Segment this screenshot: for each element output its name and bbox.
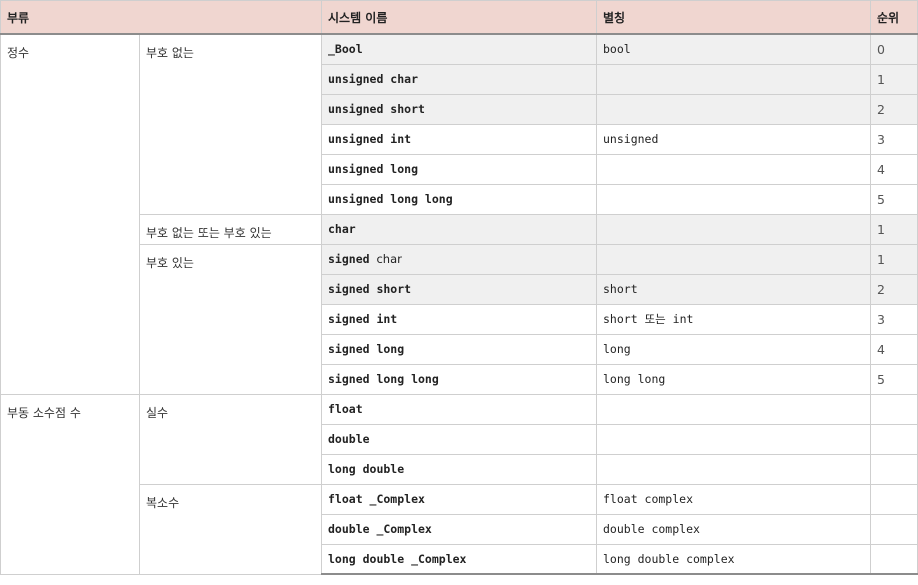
alias-cell [596,453,871,485]
alias-cell: float complex [596,483,871,515]
rank-cell: 2 [870,93,918,125]
alias-part: short [603,312,638,326]
alias-cell [596,243,871,275]
rank-cell [870,543,918,575]
system-name-cell: unsigned long long [321,183,597,215]
system-name-part: signed [328,252,370,266]
table-row: 복소수 float _Complex float complex [1,483,918,575]
alias-cell [596,63,871,95]
table-row: signed int short 또는 int 3 [1,303,918,335]
alias-cell: bool [596,33,871,65]
rank-cell: 3 [870,123,918,155]
header-row: 부류 시스템 이름 별칭 순위 [0,0,918,35]
alias-cell: double complex [596,513,871,545]
system-name-cell: unsigned short [321,93,597,125]
header-alias: 별칭 [596,0,871,35]
system-name-cell: signed long long [321,363,597,395]
table-row: 부호 있는 signed char 1 [1,243,918,395]
system-name-cell: _Bool [321,33,597,65]
header-system-name: 시스템 이름 [321,0,597,35]
rank-cell [870,513,918,545]
system-name-cell: float _Complex [321,483,597,515]
system-name-cell: double _Complex [321,513,597,545]
subcategory-real: 실수 [139,393,322,485]
alias-cell [596,153,871,185]
rank-cell: 4 [870,153,918,185]
category-integer: 정수 [0,33,140,395]
header-rank: 순위 [870,0,918,35]
subcategory-unsigned: 부호 없는 [139,33,322,215]
system-name-cell: float [321,393,597,425]
rank-cell: 1 [870,213,918,245]
table-row: long double [1,453,918,485]
system-name-cell: unsigned char [321,63,597,95]
alias-cell: long long [596,363,871,395]
alias-cell [596,93,871,125]
alias-cell [596,423,871,455]
alias-cell [596,393,871,425]
table-row: 부호 없는 또는 부호 있는 char 1 [1,213,918,245]
system-name-cell: signed char [321,243,597,275]
system-name-cell: long double [321,453,597,485]
system-name-cell: signed long [321,333,597,365]
alias-cell: long double complex [596,543,871,575]
category-floating: 부동 소수점 수 [0,393,140,575]
alias-part: int [672,312,694,326]
system-name-cell: unsigned int [321,123,597,155]
table-row: 정수 부호 없는 _Bool bool 0 [0,33,918,395]
table-row: signed long long long long 5 [1,363,918,395]
alias-cell [596,183,871,215]
rank-cell [870,453,918,485]
rank-cell: 3 [870,303,918,335]
rank-cell [870,393,918,425]
rank-cell: 1 [870,63,918,95]
system-name-cell: signed short [321,273,597,305]
alias-part: 또는 [644,312,666,326]
header-category: 부류 [0,0,322,35]
alias-cell: short 또는 int [596,303,871,335]
rank-cell: 1 [870,243,918,275]
alias-cell: long [596,333,871,365]
system-name-cell: char [321,213,597,245]
table-row: unsigned long long 5 [1,183,918,215]
system-name-cell: double [321,423,597,455]
table-row: unsigned int unsigned 3 [1,123,918,155]
rank-cell: 5 [870,363,918,395]
alias-cell [596,213,871,245]
table-row: unsigned short 2 [1,93,918,125]
system-name-cell: long double _Complex [321,543,597,575]
rank-cell [870,483,918,515]
table-row: signed long long 4 [1,333,918,365]
table-row: unsigned long 4 [1,153,918,185]
rank-cell: 5 [870,183,918,215]
rank-cell: 4 [870,333,918,365]
table-row: long double _Complex long double complex [1,543,918,575]
alias-cell: short [596,273,871,305]
subcategory-signed: 부호 있는 [139,243,322,395]
rank-cell: 2 [870,273,918,305]
table-row: 부동 소수점 수 실수 float [0,393,918,575]
system-name-part: char [376,252,402,266]
subcategory-complex: 복소수 [139,483,322,575]
system-name-cell: unsigned long [321,153,597,185]
system-name-cell: signed int [321,303,597,335]
table-row: unsigned char 1 [1,63,918,95]
alias-cell: unsigned [596,123,871,155]
table-row: double _Complex double complex [1,513,918,545]
rank-cell: 0 [870,33,918,65]
rank-cell [870,423,918,455]
subcategory-either: 부호 없는 또는 부호 있는 [139,213,322,245]
